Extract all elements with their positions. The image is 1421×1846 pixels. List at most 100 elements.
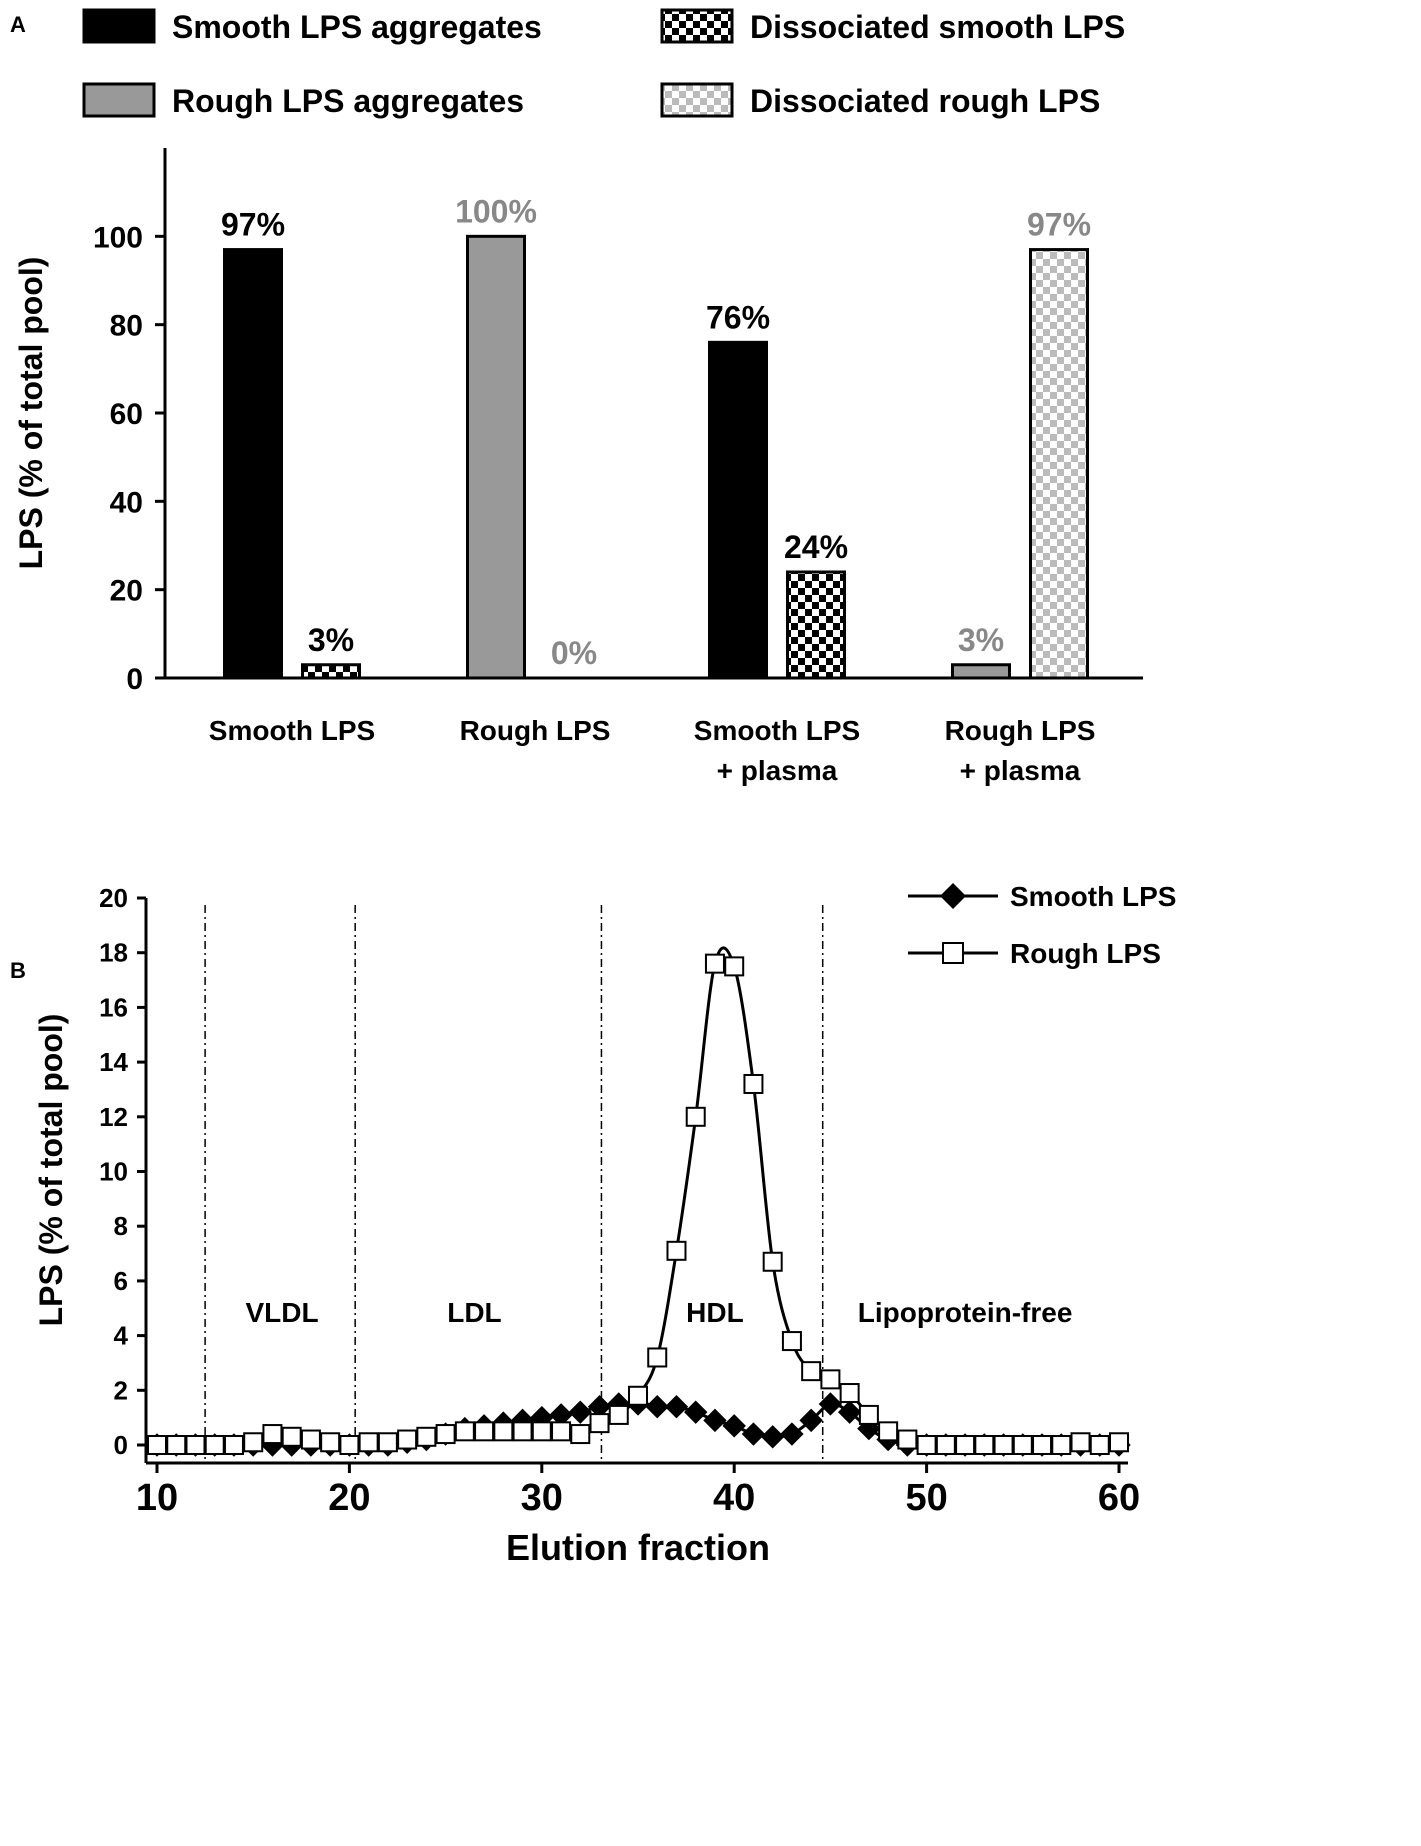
point-rough-lps <box>647 1347 668 1368</box>
y-tick-label-a: 80 <box>110 310 143 343</box>
point-rough-lps <box>358 1432 379 1453</box>
legend-label-diss_smooth: Dissociated smooth LPS <box>750 9 1125 45</box>
y-tick-label-b: 2 <box>114 1375 128 1405</box>
point-rough-lps <box>570 1424 591 1445</box>
bar-value-label: 97% <box>1027 207 1091 243</box>
region-label: LDL <box>447 1297 501 1328</box>
bar-rough_agg <box>466 234 526 680</box>
legend-label-smooth_agg: Smooth LPS aggregates <box>172 9 542 45</box>
point-rough-lps <box>1089 1435 1110 1455</box>
y-tick-label-b: 10 <box>99 1157 128 1187</box>
group-label: + plasma <box>960 755 1081 786</box>
point-rough-lps <box>839 1383 860 1404</box>
region-label: HDL <box>686 1297 744 1328</box>
point-smooth-lps <box>703 1408 727 1433</box>
point-rough-lps <box>281 1426 302 1447</box>
legend-swatch-diss_rough <box>660 82 734 118</box>
point-rough-lps <box>858 1404 879 1425</box>
point-rough-lps <box>897 1429 918 1450</box>
bars-a: 97% 3% Smooth LPS 100% 0% Rough LPS 76% 24% Smoo… <box>209 193 1096 786</box>
point-rough-lps <box>147 1435 167 1455</box>
y-tick-label-a: 0 <box>126 663 143 696</box>
point-rough-lps <box>801 1361 822 1382</box>
point-rough-lps <box>320 1432 341 1453</box>
point-rough-lps <box>300 1429 321 1450</box>
y-tick-label-b: 20 <box>99 883 128 913</box>
bar-smooth_agg <box>223 248 283 680</box>
x-tick-label-b: 40 <box>713 1477 755 1519</box>
group-label: Rough LPS <box>460 715 611 746</box>
point-rough-lps <box>377 1432 398 1453</box>
point-smooth-lps <box>568 1400 592 1424</box>
legend-label-b: Smooth LPS <box>1010 881 1176 912</box>
y-tick-label-b: 4 <box>114 1321 129 1351</box>
y-tick-label-a: 100 <box>93 221 143 254</box>
point-smooth-lps <box>741 1422 766 1446</box>
y-tick-label-b: 16 <box>99 992 128 1022</box>
y-tick-label-b: 12 <box>99 1102 128 1132</box>
point-rough-lps <box>262 1424 283 1445</box>
region-label: Lipoprotein-free <box>858 1297 1073 1328</box>
point-rough-lps <box>397 1429 418 1450</box>
point-rough-lps <box>185 1435 206 1455</box>
point-rough-lps <box>628 1385 648 1406</box>
point-rough-lps <box>493 1421 514 1442</box>
y-tick-label-b: 0 <box>114 1430 128 1460</box>
group-label: + plasma <box>717 755 838 786</box>
region-label: VLDL <box>246 1297 319 1328</box>
point-rough-lps <box>762 1251 783 1272</box>
legend-marker-square <box>942 942 964 964</box>
point-rough-lps <box>1032 1435 1053 1455</box>
legend-swatch-smooth_agg <box>82 8 156 44</box>
point-smooth-lps <box>645 1395 669 1419</box>
x-tick-label-b: 60 <box>1098 1477 1140 1519</box>
bar-value-label: 0% <box>551 635 597 671</box>
point-smooth-lps <box>799 1408 823 1433</box>
bar-value-label: 24% <box>784 529 848 565</box>
point-rough-lps <box>339 1435 360 1455</box>
group-label: Smooth LPS <box>694 715 860 746</box>
x-axis-title-b: Elution fraction <box>506 1527 770 1568</box>
point-rough-lps <box>1012 1435 1033 1455</box>
legend-label-b: Rough LPS <box>1010 938 1161 969</box>
point-rough-lps <box>666 1240 687 1261</box>
point-rough-lps <box>704 953 725 974</box>
point-rough-lps <box>589 1413 610 1434</box>
point-rough-lps <box>435 1424 456 1445</box>
legend-swatch-rough_agg <box>82 82 156 118</box>
point-rough-lps <box>724 956 745 977</box>
y-tick-label-a: 60 <box>110 398 143 431</box>
y-axis-title-a: LPS (% of total pool) <box>13 257 49 570</box>
legend-label-diss_rough: Dissociated rough LPS <box>750 83 1100 119</box>
point-rough-lps <box>993 1435 1014 1455</box>
legend-b: Smooth LPS Rough LPS <box>908 881 1176 969</box>
point-smooth-lps <box>664 1395 689 1419</box>
panel-b-label: B <box>10 958 26 983</box>
group-label: Rough LPS <box>945 715 1096 746</box>
legend-a: Smooth LPS aggregates Dissociated smooth … <box>82 8 1125 119</box>
point-smooth-lps <box>684 1400 708 1424</box>
point-rough-lps <box>474 1421 495 1442</box>
legend-label-rough_agg: Rough LPS aggregates <box>172 83 524 119</box>
bar-value-label: 3% <box>308 622 354 658</box>
point-rough-lps <box>416 1426 437 1447</box>
bar-diss_smooth <box>301 663 361 680</box>
point-rough-lps <box>955 1435 976 1455</box>
point-rough-lps <box>743 1073 764 1094</box>
panel-a: A Smooth LPS aggregates Dissociated smoot… <box>10 8 1143 786</box>
x-tick-label-b: 20 <box>328 1477 370 1519</box>
y-tick-label-b: 6 <box>114 1266 128 1296</box>
point-rough-lps <box>512 1421 533 1442</box>
x-tick-label-b: 10 <box>136 1477 178 1519</box>
point-rough-lps <box>243 1432 264 1453</box>
y-axis-title-b: LPS (% of total pool) <box>33 1014 69 1327</box>
group-label: Smooth LPS <box>209 715 375 746</box>
y-tick-label-b: 14 <box>99 1047 128 1077</box>
panel-b: B 0 2 4 6 8 10 12 14 16 18 20 10 20 30 40 50 60 Elution f… <box>10 881 1176 1568</box>
axis-b: 0 2 4 6 8 10 12 14 16 18 20 10 20 30 40 50 60 Elution fra… <box>33 883 1140 1568</box>
y-tick-label-a: 20 <box>110 575 143 608</box>
bar-diss_rough <box>1029 248 1089 680</box>
regions-b: VLDL LDL HDL Lipoprotein-free <box>204 905 1073 1460</box>
point-rough-lps <box>204 1435 225 1455</box>
x-tick-label-b: 50 <box>905 1477 947 1519</box>
